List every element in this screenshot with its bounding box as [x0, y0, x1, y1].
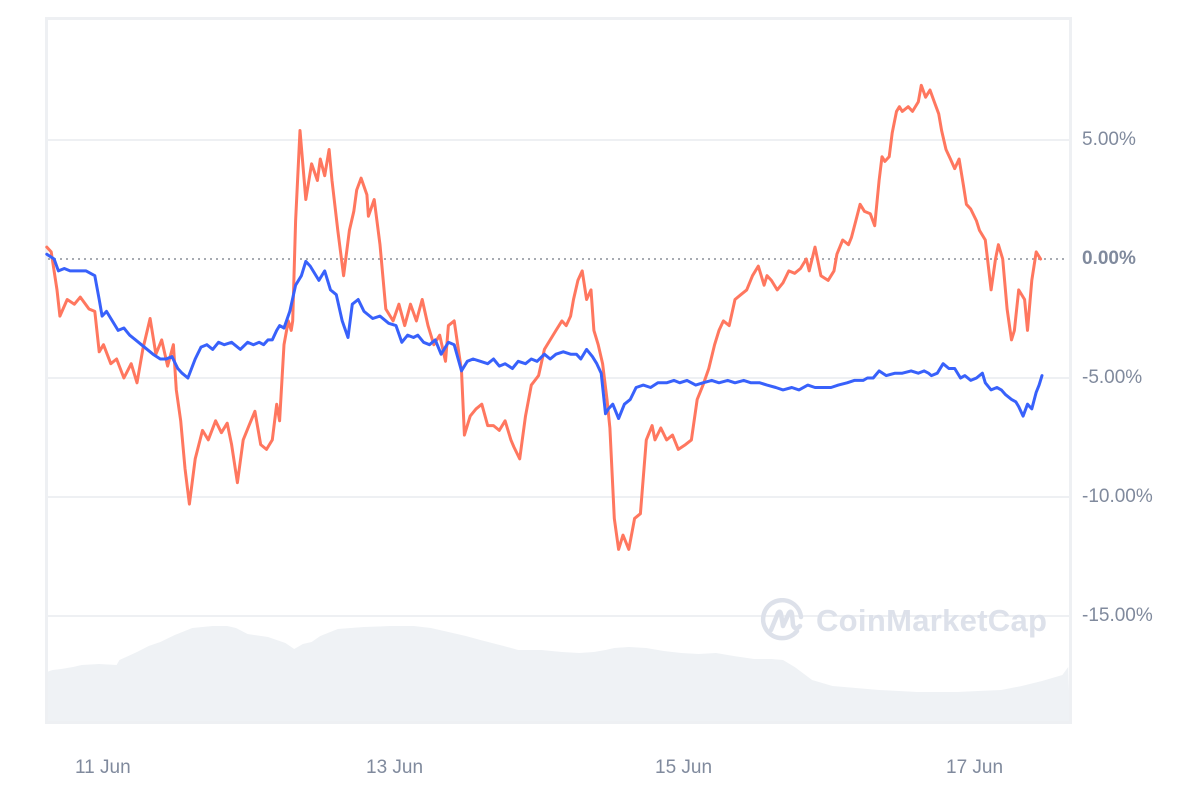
series-lines — [45, 83, 1044, 551]
x-tick-label: 11 Jun — [75, 757, 131, 778]
plot-frame — [45, 17, 1072, 724]
y-tick-label: -15.00% — [1082, 605, 1153, 626]
watermark-text: CoinMarketCap — [816, 603, 1048, 638]
y-tick-label-zero: 0.00% — [1082, 248, 1136, 269]
grid-lines — [48, 139, 1070, 617]
series-line — [45, 252, 1044, 420]
coinmarketcap-logo-icon — [760, 598, 804, 641]
volume-area-shape — [46, 626, 1071, 722]
series-line — [45, 83, 1043, 551]
x-tick-label: 13 Jun — [366, 757, 424, 778]
y-tick-label: -10.00% — [1082, 486, 1153, 507]
watermark: CoinMarketCap — [760, 598, 1047, 644]
y-tick-label: -5.00% — [1082, 367, 1143, 388]
x-tick-label: 17 Jun — [946, 757, 1004, 778]
x-tick-label: 15 Jun — [655, 757, 713, 778]
y-tick-label: 5.00% — [1082, 129, 1136, 150]
volume-area — [46, 626, 1071, 722]
